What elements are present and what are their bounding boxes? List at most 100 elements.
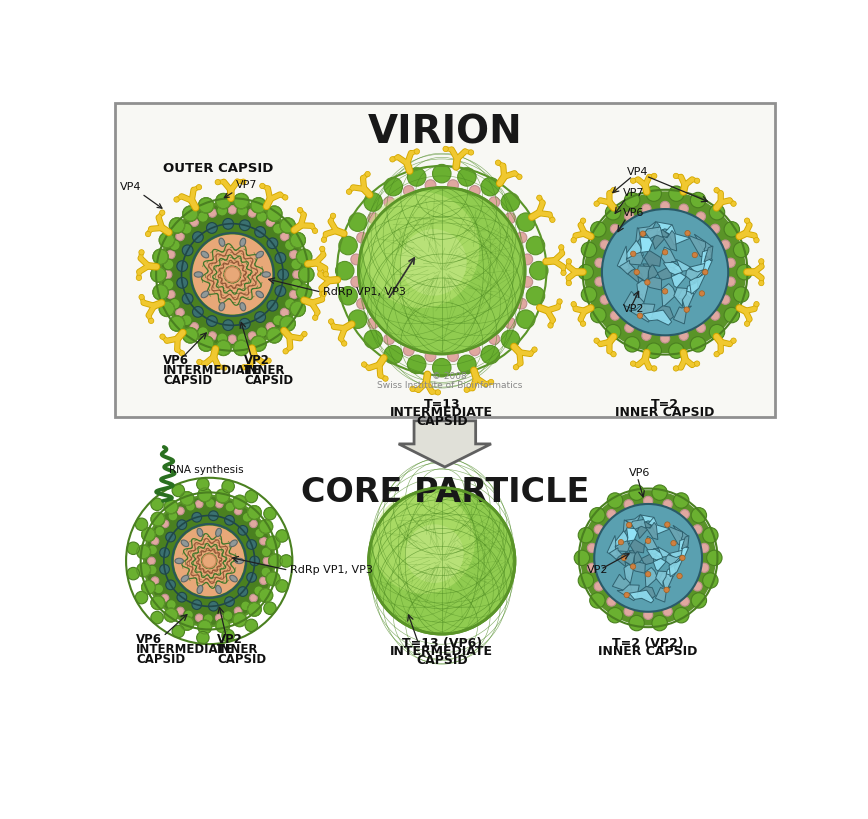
Circle shape (176, 608, 184, 615)
Circle shape (266, 359, 272, 364)
Circle shape (513, 365, 519, 370)
Polygon shape (617, 585, 639, 601)
Circle shape (247, 506, 261, 520)
Circle shape (141, 581, 155, 595)
Text: T=13 (VP6): T=13 (VP6) (402, 636, 482, 649)
Circle shape (709, 206, 725, 220)
Circle shape (663, 500, 672, 509)
Circle shape (581, 322, 586, 327)
Circle shape (208, 602, 218, 611)
Polygon shape (398, 421, 491, 468)
Circle shape (470, 346, 480, 356)
Circle shape (318, 266, 323, 272)
Circle shape (369, 488, 515, 634)
Circle shape (136, 563, 150, 577)
Circle shape (296, 250, 312, 265)
Circle shape (516, 233, 527, 244)
Circle shape (713, 352, 720, 357)
Circle shape (470, 187, 480, 197)
Circle shape (529, 262, 548, 281)
Circle shape (646, 538, 651, 544)
Polygon shape (681, 544, 688, 559)
Ellipse shape (230, 576, 237, 582)
Circle shape (161, 205, 303, 346)
Circle shape (600, 296, 609, 305)
Circle shape (251, 337, 266, 352)
Circle shape (217, 206, 227, 217)
Circle shape (263, 558, 271, 565)
Polygon shape (686, 281, 698, 299)
Polygon shape (630, 563, 645, 573)
Text: RdRp VP1, VP3: RdRp VP1, VP3 (323, 287, 406, 296)
Circle shape (607, 597, 616, 606)
Circle shape (733, 287, 749, 303)
Circle shape (275, 287, 286, 297)
Ellipse shape (262, 273, 271, 278)
Circle shape (694, 361, 700, 367)
Circle shape (225, 503, 234, 512)
Circle shape (198, 620, 212, 634)
Circle shape (733, 243, 749, 258)
Ellipse shape (201, 292, 208, 298)
Circle shape (159, 301, 174, 317)
Circle shape (665, 523, 670, 527)
Circle shape (254, 312, 266, 323)
Circle shape (228, 206, 237, 215)
Circle shape (663, 607, 672, 616)
Polygon shape (667, 527, 683, 545)
Circle shape (276, 580, 288, 592)
Circle shape (368, 319, 378, 329)
Circle shape (457, 355, 477, 374)
Circle shape (582, 287, 596, 303)
Circle shape (481, 179, 499, 197)
Circle shape (372, 492, 475, 594)
Polygon shape (637, 523, 652, 539)
Text: VP2: VP2 (622, 303, 644, 314)
Circle shape (516, 175, 523, 180)
Polygon shape (659, 572, 673, 593)
Circle shape (457, 169, 477, 187)
Polygon shape (657, 268, 675, 281)
Circle shape (160, 548, 169, 558)
Circle shape (646, 572, 651, 577)
Circle shape (646, 187, 661, 202)
Circle shape (176, 508, 184, 515)
Circle shape (247, 572, 256, 582)
Circle shape (581, 219, 586, 224)
Circle shape (425, 351, 436, 362)
Polygon shape (624, 565, 633, 584)
Circle shape (215, 500, 223, 509)
Circle shape (266, 324, 274, 332)
Polygon shape (686, 269, 704, 283)
Circle shape (693, 582, 702, 591)
Circle shape (357, 233, 367, 244)
Circle shape (489, 380, 494, 385)
Circle shape (404, 346, 414, 356)
Circle shape (410, 387, 415, 392)
Circle shape (501, 193, 520, 212)
Circle shape (199, 198, 214, 214)
Circle shape (759, 260, 764, 265)
Circle shape (652, 616, 667, 631)
Text: © 2008: © 2008 (432, 372, 467, 381)
Polygon shape (642, 265, 658, 280)
Circle shape (143, 495, 275, 627)
Circle shape (703, 573, 718, 589)
Circle shape (202, 554, 216, 568)
Circle shape (664, 587, 669, 593)
Circle shape (207, 316, 217, 327)
Circle shape (759, 281, 764, 287)
Circle shape (195, 614, 203, 622)
Circle shape (153, 505, 266, 618)
Circle shape (646, 344, 661, 359)
Circle shape (578, 573, 594, 589)
Circle shape (151, 596, 165, 610)
Circle shape (291, 280, 301, 291)
Circle shape (595, 525, 603, 534)
Circle shape (694, 179, 700, 184)
Polygon shape (694, 235, 712, 256)
Circle shape (674, 608, 689, 623)
Circle shape (261, 547, 271, 557)
Circle shape (711, 225, 720, 234)
Circle shape (481, 346, 499, 364)
